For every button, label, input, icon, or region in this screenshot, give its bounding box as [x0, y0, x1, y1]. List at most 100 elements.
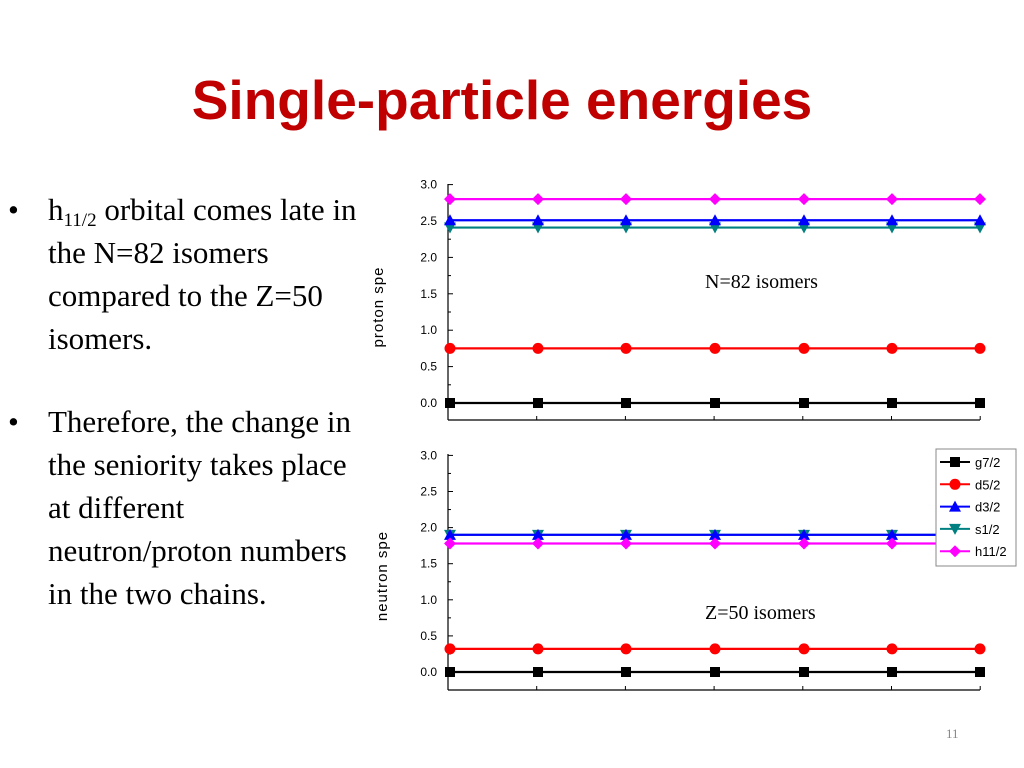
data-point-d3/2 — [620, 528, 632, 540]
legend-marker — [949, 545, 961, 558]
data-point-d3/2 — [444, 528, 456, 540]
y-tick-label: 2.0 — [420, 250, 437, 264]
data-point-h11/2 — [974, 193, 986, 206]
bullet-1-prefix: h — [48, 192, 64, 227]
data-point-s1/2 — [620, 222, 632, 234]
legend-marker — [949, 500, 961, 512]
data-point-d5/2 — [798, 643, 810, 655]
data-point-d3/2 — [886, 214, 898, 226]
data-point-h11/2 — [798, 537, 810, 550]
data-point-h11/2 — [709, 537, 721, 550]
data-point-h11/2 — [798, 193, 810, 206]
chart-annotation: N=82 isomers — [705, 271, 818, 293]
y-tick-label: 0.0 — [420, 665, 437, 679]
data-point-g7/2 — [887, 398, 897, 408]
data-point-h11/2 — [886, 537, 898, 550]
data-point-g7/2 — [799, 398, 809, 408]
y-tick-label: 1.0 — [420, 593, 437, 607]
data-point-d3/2 — [709, 528, 721, 540]
bullet-dot: • — [8, 192, 19, 227]
data-point-d3/2 — [620, 214, 632, 226]
y-tick-label: 0.0 — [420, 396, 437, 410]
y-axis-title: neutron spe — [374, 531, 391, 621]
data-point-g7/2 — [887, 667, 897, 677]
data-point-h11/2 — [444, 193, 456, 206]
data-point-g7/2 — [621, 398, 631, 408]
data-point-d3/2 — [532, 528, 544, 540]
y-tick-label: 1.0 — [420, 323, 437, 337]
data-point-d5/2 — [886, 643, 898, 655]
data-point-d5/2 — [444, 643, 456, 655]
legend-marker — [949, 523, 961, 535]
data-point-d3/2 — [532, 214, 544, 226]
data-point-d3/2 — [798, 214, 810, 226]
bullet-dot: • — [8, 404, 19, 439]
data-point-g7/2 — [621, 667, 631, 677]
data-point-d5/2 — [974, 643, 986, 655]
bullet-item-1: • h11/2 orbital comes late in the N=82 is… — [8, 188, 368, 360]
data-point-g7/2 — [445, 398, 455, 408]
legend-label: d5/2 — [975, 477, 1000, 492]
data-point-s1/2 — [798, 222, 810, 234]
data-point-d5/2 — [709, 643, 721, 655]
data-point-d5/2 — [709, 342, 721, 354]
data-point-h11/2 — [532, 537, 544, 550]
y-tick-label: 2.0 — [420, 521, 437, 535]
y-tick-label: 2.5 — [420, 214, 437, 228]
data-point-g7/2 — [445, 667, 455, 677]
data-point-s1/2 — [532, 222, 544, 234]
bullet-1-text: orbital comes late in the N=82 isomers c… — [48, 192, 357, 356]
data-point-h11/2 — [444, 537, 456, 550]
legend-label: g7/2 — [975, 455, 1000, 470]
data-point-d5/2 — [444, 342, 456, 354]
slide-title: Single-particle energies — [191, 69, 813, 131]
data-point-h11/2 — [620, 537, 632, 550]
data-point-d5/2 — [532, 342, 544, 354]
data-point-d5/2 — [798, 342, 810, 354]
y-tick-label: 0.5 — [420, 360, 437, 374]
data-point-g7/2 — [710, 398, 720, 408]
data-point-g7/2 — [975, 398, 985, 408]
data-point-d3/2 — [444, 214, 456, 226]
data-point-s1/2 — [886, 222, 898, 234]
y-axis-title: proton spe — [370, 267, 387, 348]
y-tick-label: 1.5 — [420, 287, 437, 301]
data-point-s1/2 — [709, 222, 721, 234]
y-tick-label: 2.5 — [420, 485, 437, 499]
y-tick-label: 1.5 — [420, 557, 437, 571]
data-point-g7/2 — [533, 398, 543, 408]
legend-marker — [950, 457, 960, 467]
y-tick-label: 0.5 — [420, 629, 437, 643]
data-point-s1/2 — [974, 222, 986, 234]
data-point-g7/2 — [975, 667, 985, 677]
data-point-g7/2 — [799, 667, 809, 677]
data-point-d5/2 — [620, 643, 632, 655]
data-point-d5/2 — [532, 643, 544, 655]
data-point-h11/2 — [620, 193, 632, 206]
data-point-h11/2 — [886, 193, 898, 206]
data-point-d5/2 — [974, 342, 986, 354]
legend-label: s1/2 — [975, 522, 1000, 537]
data-point-h11/2 — [532, 193, 544, 206]
page-number: 11 — [946, 726, 959, 741]
bullet-2-text: Therefore, the change in the seniority t… — [48, 404, 351, 611]
data-point-d3/2 — [709, 214, 721, 226]
data-point-g7/2 — [710, 667, 720, 677]
data-point-h11/2 — [709, 193, 721, 206]
data-point-d3/2 — [974, 214, 986, 226]
data-point-d5/2 — [886, 342, 898, 354]
data-point-d5/2 — [620, 342, 632, 354]
data-point-d3/2 — [798, 528, 810, 540]
y-tick-label: 3.0 — [420, 448, 437, 462]
bullet-list: • h11/2 orbital comes late in the N=82 is… — [8, 188, 368, 615]
chart-annotation: Z=50 isomers — [705, 602, 816, 624]
data-point-s1/2 — [444, 222, 456, 234]
legend-marker — [949, 478, 961, 490]
y-tick-label: 3.0 — [420, 178, 437, 192]
legend-label: d3/2 — [975, 500, 1000, 515]
data-point-g7/2 — [533, 667, 543, 677]
data-point-d3/2 — [886, 528, 898, 540]
bullet-1-subscript: 11/2 — [63, 210, 97, 231]
legend-label: h11/2 — [975, 544, 1007, 559]
